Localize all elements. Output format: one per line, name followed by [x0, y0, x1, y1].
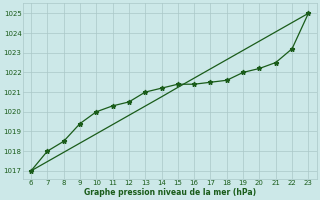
- X-axis label: Graphe pression niveau de la mer (hPa): Graphe pression niveau de la mer (hPa): [84, 188, 256, 197]
